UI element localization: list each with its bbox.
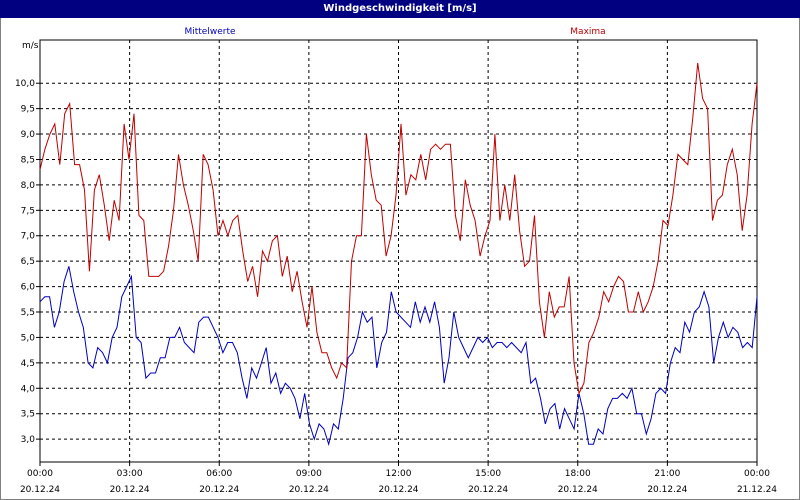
y-tick-label: 3,5 — [21, 410, 35, 420]
y-axis-unit: m/s — [22, 41, 39, 51]
y-tick-label: 6,5 — [21, 257, 35, 267]
x-tick-time: 03:00 — [117, 469, 143, 479]
y-tick-label: 8,5 — [21, 155, 35, 165]
x-tick-date: 20.12.24 — [378, 485, 418, 495]
x-tick-date: 20.12.24 — [558, 485, 598, 495]
x-tick-time: 18:00 — [565, 469, 591, 479]
y-tick-label: 8,0 — [21, 181, 36, 191]
x-tick-date: 21.12.24 — [737, 485, 777, 495]
y-tick-label: 4,5 — [21, 359, 35, 369]
x-tick-time: 00:00 — [27, 469, 53, 479]
series-line-maxima — [39, 62, 758, 396]
x-tick-time: 09:00 — [296, 469, 322, 479]
gridlines — [36, 39, 758, 466]
chart-title: Windgeschwindigkeit [m/s] — [0, 0, 800, 18]
x-tick-date: 20.12.24 — [468, 485, 508, 495]
y-tick-label: 5,5 — [21, 308, 35, 318]
x-tick-time: 12:00 — [386, 469, 412, 479]
x-tick-time: 15:00 — [475, 469, 501, 479]
series-line-mittelwerte — [39, 266, 758, 447]
x-tick-time: 21:00 — [654, 469, 680, 479]
x-axis-labels: 00:00 20.12.24 03:00 20.12.24 06:00 20.12.24 0… — [20, 469, 777, 495]
x-tick-time: 06:00 — [206, 469, 232, 479]
y-tick-label: 7,0 — [21, 232, 36, 242]
y-tick-label: 7,5 — [21, 206, 35, 216]
y-tick-label: 6,0 — [21, 283, 36, 293]
x-tick-date: 20.12.24 — [647, 485, 687, 495]
y-tick-label: 9,5 — [21, 105, 35, 115]
x-tick-date: 20.12.24 — [199, 485, 239, 495]
y-tick-label: 3,0 — [21, 435, 36, 445]
legend-mittelwerte: Mittelwerte — [184, 27, 235, 37]
y-tick-label: 5,0 — [21, 333, 36, 343]
x-tick-date: 20.12.24 — [110, 485, 150, 495]
y-tick-label: 10,0 — [15, 79, 35, 89]
x-tick-time: 00:00 — [744, 469, 770, 479]
y-axis-labels: 3,0 3,5 4,0 4,5 5,0 5,5 6,0 6,5 7,0 7,5 8,0 8,5 9,0 9… — [15, 79, 35, 445]
legend-maxima: Maxima — [570, 27, 605, 37]
y-tick-label: 4,0 — [21, 384, 36, 394]
x-tick-date: 20.12.24 — [289, 485, 329, 495]
y-tick-label: 9,0 — [21, 130, 36, 140]
series-lines — [39, 62, 758, 447]
x-tick-date: 20.12.24 — [20, 485, 60, 495]
